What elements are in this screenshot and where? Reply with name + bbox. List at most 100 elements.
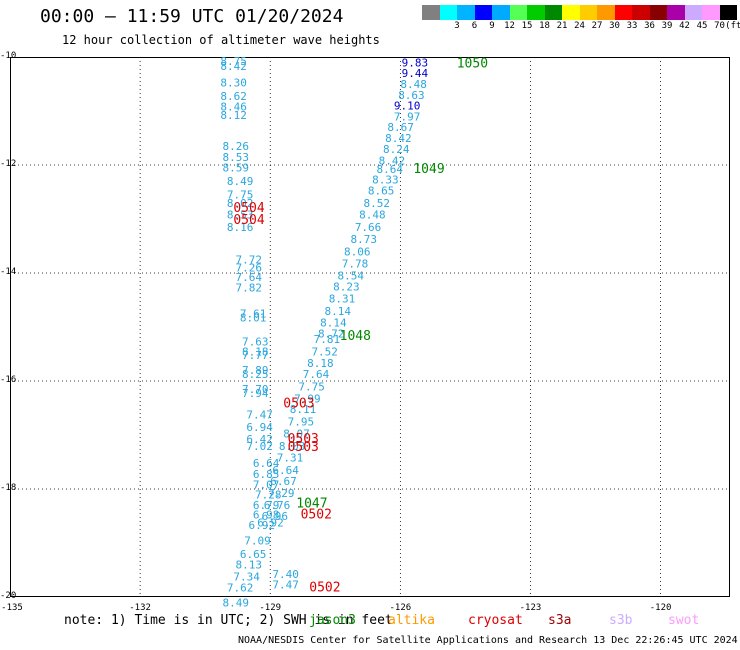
wave-height-label: 8.54 [337,270,364,283]
wave-height-label: 8.01 [240,311,267,324]
wave-height-label: 8.24 [383,143,410,156]
longitude-tick-label: -123 [519,603,542,613]
satellite-legend-altika: altika [388,613,435,628]
wave-height-label: 7.07 [253,479,280,492]
wave-height-label: 7.97 [394,110,421,123]
wave-height-label: 7.66 [355,221,382,234]
satellite-legend-s3a: s3a [548,613,572,628]
wave-height-label: 8.64 [377,163,404,176]
wave-height-label: 7.72 [236,254,263,267]
wave-height-label: 8.48 [359,209,386,222]
wave-height-label: 6.92 [249,519,275,532]
legend-swatch [492,5,510,20]
legend-swatch [439,5,457,20]
wave-height-label: 8.11 [290,403,317,416]
latitude-tick-label: -18 [0,483,17,493]
wave-height-label: 7.75 [227,189,254,202]
wave-height-label: 8.06 [344,245,371,258]
wave-height-label: 9.44 [402,67,429,80]
longitude-tick-label: -129 [259,603,282,613]
legend-swatch [527,5,545,20]
wave-height-label: 7.64 [303,368,330,381]
wave-height-label: 8.16 [227,221,254,234]
wave-height-label: 7.75 [298,380,325,393]
legend-label: 21 [556,21,568,31]
wave-height-label: 7.31 [277,452,304,465]
latitude-tick-label: -20 [0,591,17,601]
wave-height-label: 8.73 [350,233,377,246]
wave-height-label: 8.75 [220,55,247,68]
wave-height-label: 8.33 [372,174,399,187]
wave-height-label: 7.47 [246,408,273,421]
satellite-legend-jason3: jason3 [309,613,356,628]
wave-height-label: 8.62 [220,90,247,103]
pass-number-label: 0503 [288,440,319,455]
legend-label: 33 [626,21,638,31]
satellite-legend-cryosat: cryosat [468,613,523,628]
wave-height-label: 6.65 [240,548,267,561]
wave-height-label: 7.89 [242,364,269,377]
wave-height-label: 8.49 [227,175,254,188]
longitude-tick-label: -126 [389,603,412,613]
latitude-tick-label: -14 [0,267,17,277]
chart-subtitle: 12 hour collection of altimeter wave hei… [62,33,380,47]
footer-note: note: 1) Time is in UTC; 2) SWH is in fe… [64,613,393,628]
pass-number-label: 1049 [413,162,444,177]
wave-height-label: 7.78 [342,257,369,270]
wave-height-label: 7.47 [272,579,299,592]
wave-height-label: 8.46 [220,101,247,114]
wave-height-label: 7.61 [240,308,267,321]
wave-height-label: 8.42 [379,155,406,168]
wave-height-label: 8.63 [398,89,425,102]
legend-swatch [579,5,597,20]
wave-height-label: 8.14 [320,317,347,330]
wave-height-label: 8.59 [223,162,250,175]
chart-title: 00:00 – 11:59 UTC 01/20/2024 [40,6,344,27]
satellite-legend-s3b: s3b [609,613,633,628]
wave-height-label: 9.10 [394,100,421,113]
wave-height-label: 6.85 [253,468,280,481]
wave-height-label: 8.65 [368,184,395,197]
wave-height-label: 6.96 [262,510,289,523]
legend-swatch [684,5,702,20]
wave-height-label: 7.82 [236,282,263,295]
legend-swatch [649,5,667,20]
wave-height-label: 8.12 [220,109,247,122]
legend-label: 70 [714,21,725,31]
wave-height-label: 7.29 [268,487,295,500]
legend-unit: (ft) [725,21,740,31]
pass-number-label: 1050 [457,56,488,71]
wave-height-label: 8.25 [242,368,269,381]
wave-height-label: 7.52 [311,345,338,358]
wave-height-label: 7.62 [227,581,254,594]
legend-label: 3 [454,21,460,31]
wave-height-label: 8.18 [307,357,334,370]
wave-height-label: 8.02 [227,197,254,210]
legend-swatch [597,5,615,20]
latitude-tick-label: -12 [0,159,17,169]
wave-height-label: 7.70 [242,383,269,396]
legend-swatch [632,5,650,20]
wave-height-label: 8.23 [333,281,360,294]
footer-credit: NOAA/NESDIS Center for Satellite Applica… [238,635,738,646]
wave-height-label: 7.94 [242,387,269,400]
pass-number-label: 0503 [283,397,314,412]
wave-height-label: 7.34 [233,570,260,583]
legend-swatch [702,5,720,20]
longitude-tick-label: -135 [1,603,23,613]
wave-height-label: 8.07 [283,427,310,440]
pass-number-label: 0504 [233,201,264,216]
wave-height-label: 6.76 [264,499,291,512]
wave-height-label: 6.92 [257,516,284,529]
legend-label: 15 [521,21,533,31]
wave-height-label: 7.28 [255,488,282,501]
wave-height-label: 7.77 [242,349,269,362]
wave-height-label: 7.99 [294,392,321,405]
legend-swatch [614,5,632,20]
satellite-legend-swot: swot [668,613,700,628]
wave-height-label: 7.09 [244,534,270,547]
wave-height-label: 8.67 [387,121,414,134]
wave-height-label: 8.42 [220,60,247,73]
legend-label: 42 [679,21,690,31]
